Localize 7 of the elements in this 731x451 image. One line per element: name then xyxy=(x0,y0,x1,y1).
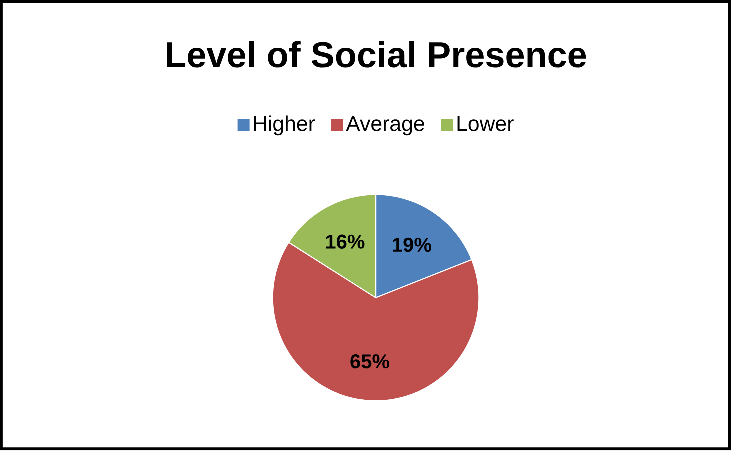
legend-label: Lower xyxy=(458,116,514,132)
legend-label: Average xyxy=(346,116,424,136)
data-label: 16% xyxy=(326,234,365,250)
legend-label: Higher xyxy=(254,116,316,136)
chart-title: Level of Social Presence xyxy=(167,42,586,68)
data-label: 65% xyxy=(350,354,390,369)
data-label: 19% xyxy=(393,238,432,252)
